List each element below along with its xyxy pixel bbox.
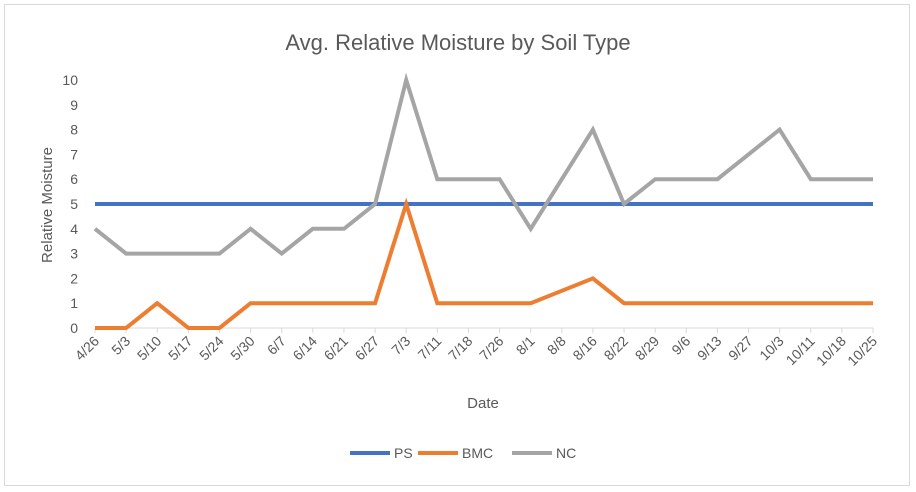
- series-line-nc: [93, 72, 873, 257]
- y-tick-label: 4: [70, 221, 78, 237]
- x-tick-label: 8/29: [632, 333, 663, 364]
- x-tick-label: 7/26: [476, 333, 507, 364]
- chart-frame: [4, 4, 910, 486]
- x-tick-label: 8/22: [601, 333, 632, 364]
- x-tick-label: 5/24: [196, 333, 227, 364]
- x-tick-label: 6/21: [320, 333, 351, 364]
- y-tick-label: 7: [70, 146, 78, 162]
- x-tick-label: 9/27: [725, 333, 756, 364]
- y-tick-label: 3: [70, 246, 78, 262]
- x-tick-label: 9/13: [694, 333, 725, 364]
- y-axis: 0 1 2 3 4 5 6 7 8 9 10: [62, 72, 78, 336]
- y-tick-label: 0: [70, 320, 78, 336]
- x-tick-label: 8/1: [513, 333, 538, 358]
- x-tick-label: 5/10: [134, 333, 165, 364]
- y-tick-label: 1: [70, 295, 78, 311]
- x-tick-label: 10/11: [783, 333, 819, 369]
- series-line-bmc: [95, 197, 873, 330]
- x-axis: 4/26 5/3 5/10 5/17 5/24 5/30 6/7 6/14 6/21 6/27 7/…: [72, 327, 880, 369]
- y-tick-label: 9: [70, 97, 78, 113]
- x-tick-label: 5/3: [108, 333, 133, 358]
- legend-label-ps: PS: [394, 445, 413, 461]
- x-tick-label: 7/3: [388, 333, 413, 358]
- x-tick-label: 7/11: [415, 333, 445, 363]
- legend-label-bmc: BMC: [462, 445, 493, 461]
- x-axis-title: Date: [467, 395, 499, 412]
- x-tick-label: 10/18: [813, 333, 849, 369]
- x-tick-label: 8/16: [569, 333, 600, 364]
- y-tick-label: 2: [70, 270, 78, 286]
- x-tick-label: 9/6: [668, 333, 693, 358]
- series-layer: [93, 72, 873, 330]
- x-tick-label: 10/25: [844, 333, 880, 369]
- x-tick-label: 10/3: [756, 333, 787, 364]
- x-tick-label: 6/14: [289, 333, 320, 364]
- y-axis-title: Relative Moisture: [39, 147, 56, 263]
- legend: PS BMC NC: [350, 445, 576, 461]
- y-tick-label: 5: [70, 196, 78, 212]
- x-tick-label: 5/17: [165, 333, 196, 364]
- x-tick-label: 6/7: [264, 333, 289, 358]
- y-tick-label: 6: [70, 171, 78, 187]
- y-tick-label: 10: [62, 72, 78, 88]
- x-tick-label: 5/30: [227, 333, 258, 364]
- x-tick-label: 6/27: [352, 333, 383, 364]
- x-tick-label: 8/8: [544, 333, 569, 358]
- legend-label-nc: NC: [556, 445, 576, 461]
- y-tick-label: 8: [70, 122, 78, 138]
- chart-title: Avg. Relative Moisture by Soil Type: [285, 30, 630, 55]
- x-tick-label: 4/26: [72, 333, 103, 364]
- x-tick-label: 7/18: [445, 333, 476, 364]
